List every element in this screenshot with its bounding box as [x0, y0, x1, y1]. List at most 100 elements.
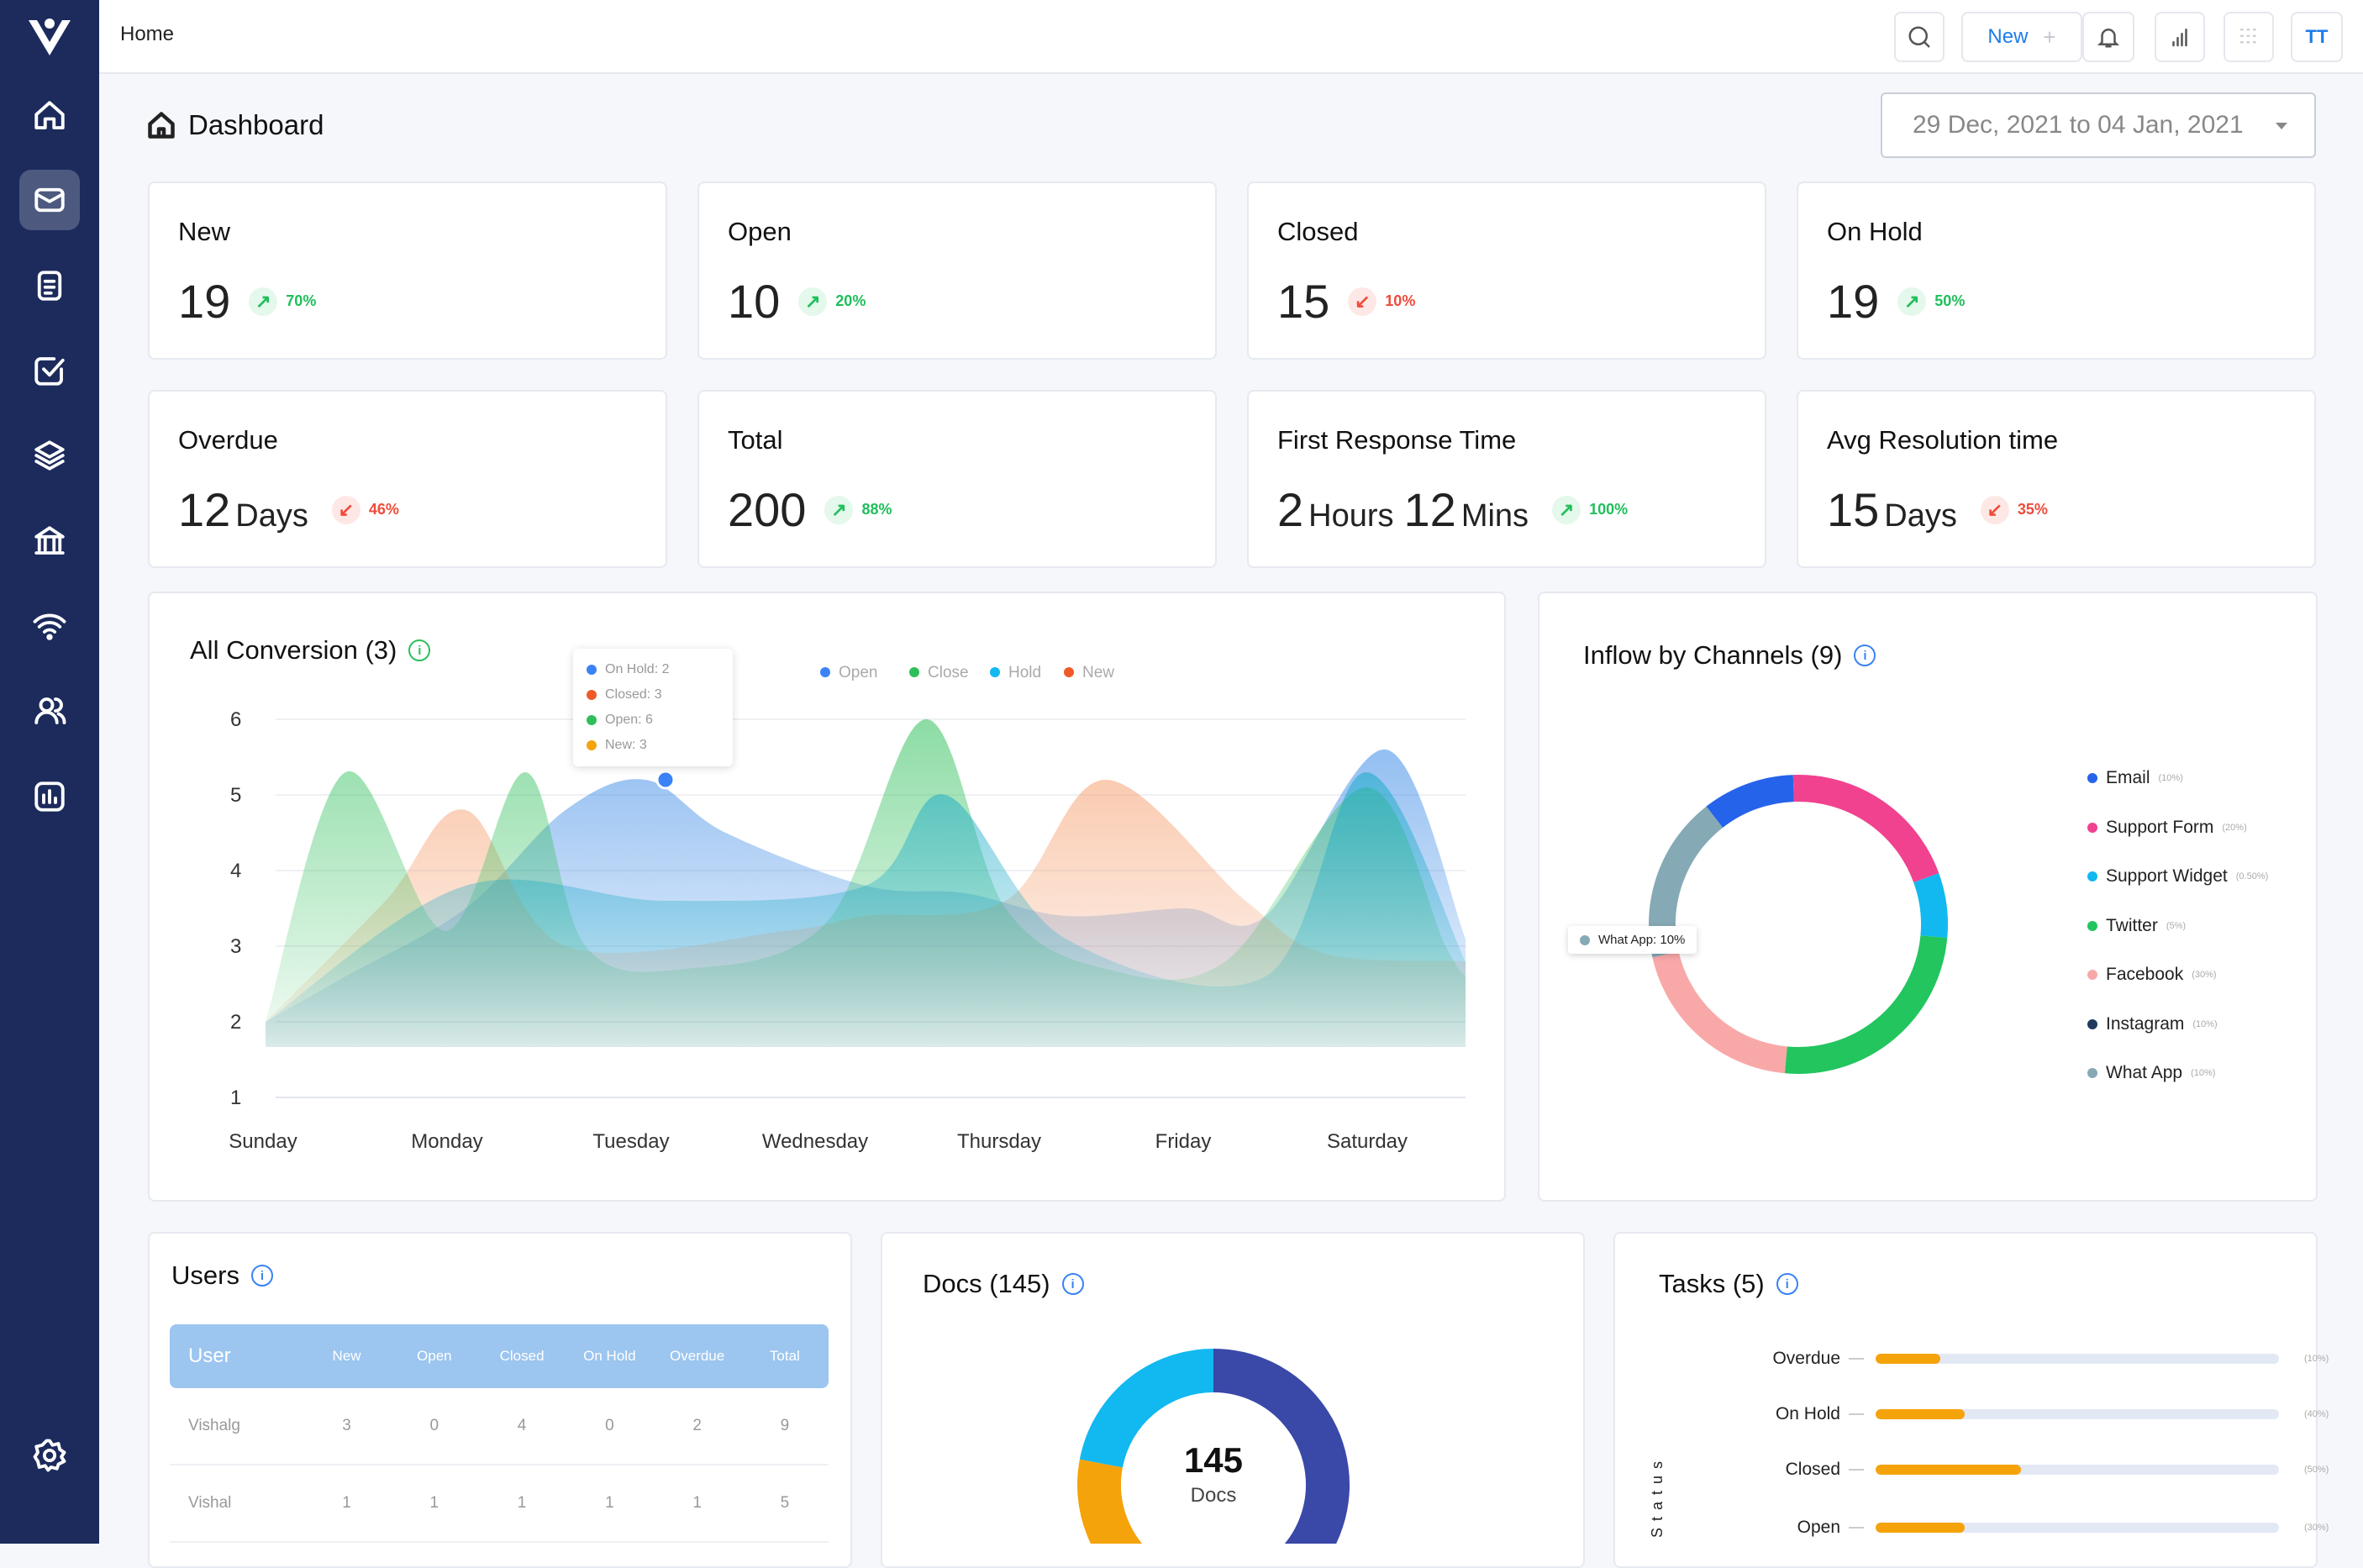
- column-header[interactable]: Closed: [499, 1348, 545, 1364]
- report-icon[interactable]: [19, 766, 80, 827]
- trend-down-icon: ↙: [1348, 287, 1377, 316]
- wifi-icon[interactable]: [19, 596, 80, 656]
- task-label: Overdue: [1772, 1349, 1840, 1368]
- table-cell: 1: [692, 1494, 702, 1512]
- logo-icon[interactable]: [25, 15, 74, 59]
- info-icon[interactable]: i: [408, 639, 431, 661]
- stat-card[interactable]: On Hold 19 ↗ 50%: [1797, 182, 2316, 360]
- document-icon[interactable]: [19, 255, 80, 316]
- y-tick-label: 6: [230, 708, 241, 731]
- legend-dot: [820, 667, 830, 677]
- task-bar-row[interactable]: Closed (50%): [1689, 1460, 2329, 1480]
- trend-badge: ↗ 20%: [798, 287, 866, 316]
- info-icon[interactable]: i: [250, 1265, 273, 1286]
- docs-slice[interactable]: [1079, 1349, 1214, 1469]
- task-bar[interactable]: [1876, 1465, 2021, 1475]
- home-icon[interactable]: [19, 86, 80, 146]
- legend-item-facebook[interactable]: Facebook (30%): [2087, 965, 2217, 985]
- legend-item-email[interactable]: Email (10%): [2087, 768, 2183, 788]
- grid-icon: [2240, 29, 2256, 44]
- layers-icon[interactable]: [19, 425, 80, 486]
- stat-card[interactable]: Open 10 ↗ 20%: [697, 182, 1217, 360]
- stat-card[interactable]: First Response Time 2 Hours 12 Mins ↗ 100%: [1247, 390, 1766, 568]
- legend-label: Support Widget: [2106, 866, 2228, 886]
- stat-card[interactable]: Avg Resolution time 15 Days ↙ 35%: [1797, 390, 2316, 568]
- users-icon[interactable]: [19, 681, 80, 741]
- trend-up-icon: ↗: [798, 287, 828, 316]
- trend-percent: 50%: [1934, 292, 1966, 309]
- series-area-hold[interactable]: [266, 771, 1466, 1047]
- users-table-header: User New Open Closed On Hold Overdue Tot…: [170, 1324, 829, 1388]
- legend-item-what-app[interactable]: What App (10%): [2087, 1063, 2215, 1083]
- broadcast-button[interactable]: [2155, 12, 2205, 62]
- column-header[interactable]: On Hold: [583, 1348, 636, 1364]
- info-icon[interactable]: i: [1776, 1273, 1798, 1295]
- stat-card[interactable]: Overdue 12 Days ↙ 46%: [148, 390, 667, 568]
- legend-item-twitter[interactable]: Twitter (5%): [2087, 916, 2186, 936]
- stat-unit-2: Mins: [1460, 498, 1529, 534]
- trend-percent: 70%: [286, 292, 317, 309]
- docs-slice[interactable]: [1077, 1459, 1146, 1544]
- table-cell: 3: [342, 1417, 351, 1434]
- date-range-text: 29 Dec, 2021 to 04 Jan, 2021: [1913, 111, 2244, 139]
- donut-slice-support-widget[interactable]: [1913, 873, 1948, 939]
- stat-card[interactable]: New 19 ↗ 70%: [148, 182, 667, 360]
- users-title-text: Users: [171, 1260, 239, 1290]
- table-row[interactable]: Vishalg 3 0 4 0 2 9: [170, 1388, 829, 1465]
- column-header[interactable]: Overdue: [670, 1348, 725, 1364]
- info-icon[interactable]: i: [1061, 1273, 1084, 1295]
- highlight-point[interactable]: [655, 770, 676, 790]
- task-bar[interactable]: [1876, 1523, 1965, 1533]
- avatar[interactable]: TT: [2291, 12, 2343, 62]
- page-title-text: Dashboard: [188, 109, 324, 140]
- column-header[interactable]: New: [332, 1348, 361, 1364]
- table-row[interactable]: Vishal 1 1 1 1 1 5: [170, 1465, 829, 1543]
- settings-icon[interactable]: [19, 1425, 80, 1486]
- info-icon[interactable]: i: [1854, 645, 1876, 666]
- legend-item[interactable]: Open: [839, 664, 877, 681]
- date-range-picker[interactable]: 29 Dec, 2021 to 04 Jan, 2021: [1881, 92, 2316, 158]
- task-bar-row[interactable]: Open (30%): [1689, 1518, 2329, 1538]
- column-header[interactable]: Open: [417, 1348, 452, 1364]
- table-cell: 1: [342, 1494, 351, 1512]
- stat-card[interactable]: Total 200 ↗ 88%: [697, 390, 1217, 568]
- legend-item[interactable]: New: [1082, 664, 1114, 681]
- legend-item-instagram[interactable]: Instagram (10%): [2087, 1014, 2218, 1034]
- x-tick-label: Monday: [411, 1130, 482, 1153]
- task-bar-row[interactable]: On Hold (40%): [1689, 1404, 2329, 1424]
- donut-slice-facebook[interactable]: [1652, 951, 1788, 1074]
- task-bar-row[interactable]: Overdue (10%): [1689, 1349, 2329, 1369]
- x-tick-label: Sunday: [229, 1130, 297, 1153]
- donut-slice-twitter[interactable]: [1784, 934, 1948, 1074]
- donut-slice-support-form[interactable]: [1792, 775, 1939, 883]
- donut-slice-email[interactable]: [1706, 775, 1795, 829]
- task-tick: [1849, 1527, 1864, 1529]
- column-header[interactable]: User: [188, 1344, 231, 1367]
- legend-item-support-widget[interactable]: Support Widget (0.50%): [2087, 866, 2268, 887]
- stat-card[interactable]: Closed 15 ↙ 10%: [1247, 182, 1766, 360]
- notification-button[interactable]: [2082, 12, 2134, 62]
- stat-label: Overdue: [178, 425, 278, 455]
- bank-icon[interactable]: [19, 511, 80, 571]
- stat-value-row: 19 ↗ 70%: [178, 274, 316, 329]
- x-tick-label: Friday: [1155, 1130, 1212, 1153]
- table-cell: Vishal: [188, 1494, 232, 1512]
- task-bar[interactable]: [1876, 1354, 1940, 1364]
- stat-value: 12: [178, 483, 231, 536]
- legend-item[interactable]: Close: [928, 664, 969, 681]
- legend-item[interactable]: Hold: [1008, 664, 1041, 681]
- legend-item-support-form[interactable]: Support Form (20%): [2087, 818, 2247, 838]
- stat-value: 15: [1277, 275, 1330, 328]
- task-bar[interactable]: [1876, 1409, 1965, 1419]
- column-header[interactable]: Total: [769, 1348, 800, 1364]
- breadcrumb[interactable]: Home: [120, 23, 175, 45]
- check-icon[interactable]: [19, 340, 80, 401]
- search-button[interactable]: [1894, 12, 1945, 62]
- task-percent: (50%): [2304, 1465, 2329, 1475]
- apps-button[interactable]: [2224, 12, 2274, 62]
- mail-icon[interactable]: [19, 170, 80, 230]
- docs-slice[interactable]: [1146, 1349, 1350, 1544]
- new-button[interactable]: New +: [1961, 12, 2082, 62]
- tooltip-row: New: 3: [587, 733, 719, 758]
- conversion-chart: 1 2 3 4 5 6 Sunday Monday Tuesday Wednesday Thursd…: [229, 664, 1466, 1153]
